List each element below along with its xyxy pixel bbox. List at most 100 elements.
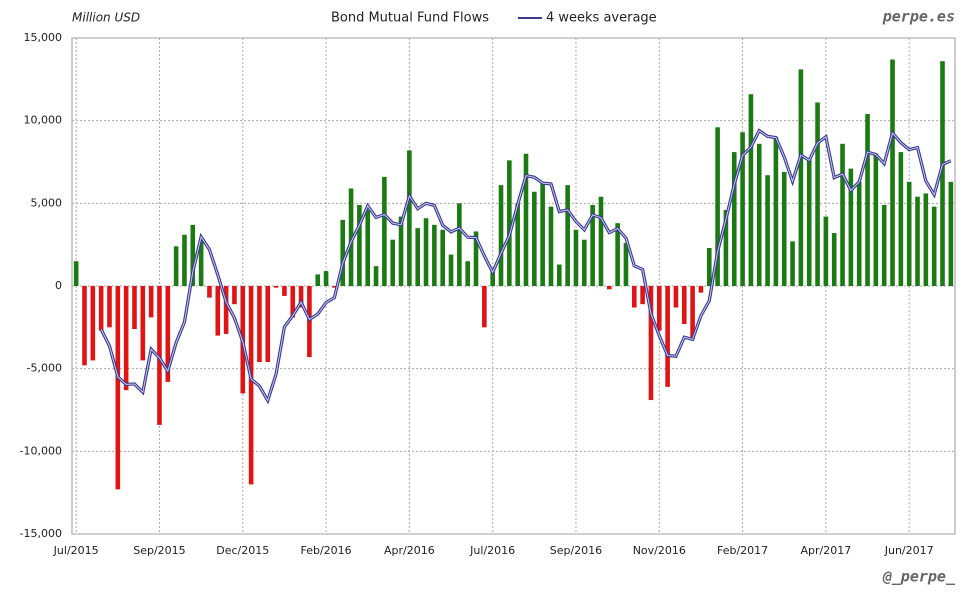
bar — [298, 286, 304, 308]
bar — [573, 229, 579, 286]
bar — [290, 286, 296, 318]
bar — [673, 286, 679, 308]
bar — [715, 127, 720, 286]
bar — [532, 191, 537, 286]
x-tick-label: Jul/2016 — [469, 544, 515, 557]
bar — [656, 286, 662, 331]
bar — [790, 241, 795, 286]
bar — [123, 286, 129, 391]
bar — [223, 286, 229, 334]
bar — [731, 152, 737, 286]
bar — [232, 286, 237, 305]
bar — [665, 286, 670, 387]
bar — [507, 160, 512, 286]
bar — [623, 243, 629, 286]
x-tick-label: Sep/2016 — [550, 544, 602, 557]
bar — [815, 102, 820, 286]
bar — [390, 239, 396, 286]
bar — [898, 152, 904, 286]
bar — [115, 286, 121, 490]
y-tick-label: 10,000 — [24, 114, 63, 127]
bar — [582, 239, 587, 286]
bar — [773, 137, 779, 286]
bar — [148, 286, 154, 318]
bar — [215, 286, 221, 336]
x-tick-label: Nov/2016 — [633, 544, 686, 557]
bar — [831, 233, 837, 286]
bar — [498, 185, 504, 286]
legend-label: 4 weeks average — [546, 11, 657, 26]
bar — [407, 150, 412, 286]
bar — [681, 286, 687, 325]
bar — [315, 274, 321, 286]
bar — [248, 286, 254, 485]
x-tick-label: Jul/2015 — [53, 544, 99, 557]
bar — [482, 286, 487, 328]
x-tick-label: Jun/2017 — [884, 544, 934, 557]
bar — [323, 271, 329, 286]
bar — [740, 132, 745, 286]
bar — [107, 286, 112, 328]
bar — [648, 286, 654, 401]
bar — [448, 254, 454, 286]
bar — [923, 193, 929, 286]
bar — [73, 261, 79, 286]
bar — [415, 228, 421, 286]
bar — [865, 114, 870, 286]
bar — [457, 203, 462, 286]
x-tick-label: Sep/2015 — [133, 544, 185, 557]
x-tick-label: Apr/2016 — [384, 544, 435, 557]
x-tick-label: Apr/2017 — [801, 544, 852, 557]
y-tick-label: -15,000 — [20, 527, 62, 540]
bar — [840, 143, 845, 286]
bar — [140, 286, 146, 361]
bar — [440, 229, 445, 286]
bar — [615, 223, 620, 286]
bar — [548, 206, 554, 286]
bar — [873, 153, 879, 286]
bar — [282, 286, 287, 296]
bar — [157, 286, 162, 425]
bar — [590, 204, 595, 286]
bar — [781, 171, 787, 286]
bar — [706, 247, 712, 286]
bar — [690, 286, 695, 339]
brand: perpe.es — [882, 8, 955, 26]
bar — [307, 286, 312, 358]
bar — [423, 218, 429, 286]
bar — [540, 183, 545, 286]
bar — [265, 286, 271, 363]
bar — [273, 286, 279, 288]
legend-label: Bond Mutual Fund Flows — [331, 11, 489, 26]
bar — [340, 219, 346, 286]
bar — [98, 286, 104, 331]
bar — [382, 176, 387, 286]
bar — [640, 286, 645, 305]
bar — [631, 286, 637, 308]
bar — [848, 168, 854, 286]
brand-handle: @_perpe_ — [882, 568, 956, 586]
bar — [490, 269, 495, 286]
bar — [765, 175, 770, 286]
bar — [207, 286, 212, 298]
bar — [931, 206, 937, 286]
x-tick-label: Dec/2015 — [216, 544, 269, 557]
bar — [940, 61, 945, 286]
bar — [173, 246, 179, 286]
bar — [165, 286, 171, 382]
bar — [348, 188, 354, 286]
y-tick-label: 0 — [55, 279, 62, 292]
bar — [915, 196, 920, 286]
bar — [257, 286, 262, 363]
bar — [332, 286, 337, 288]
bar — [856, 181, 862, 286]
bar — [198, 241, 204, 286]
y-tick-label: 5,000 — [31, 196, 63, 209]
bar — [723, 209, 729, 286]
bar — [823, 216, 829, 286]
bar — [357, 204, 362, 286]
y-tick-label: 15,000 — [24, 31, 63, 44]
bar — [90, 286, 96, 361]
bar — [398, 216, 404, 286]
